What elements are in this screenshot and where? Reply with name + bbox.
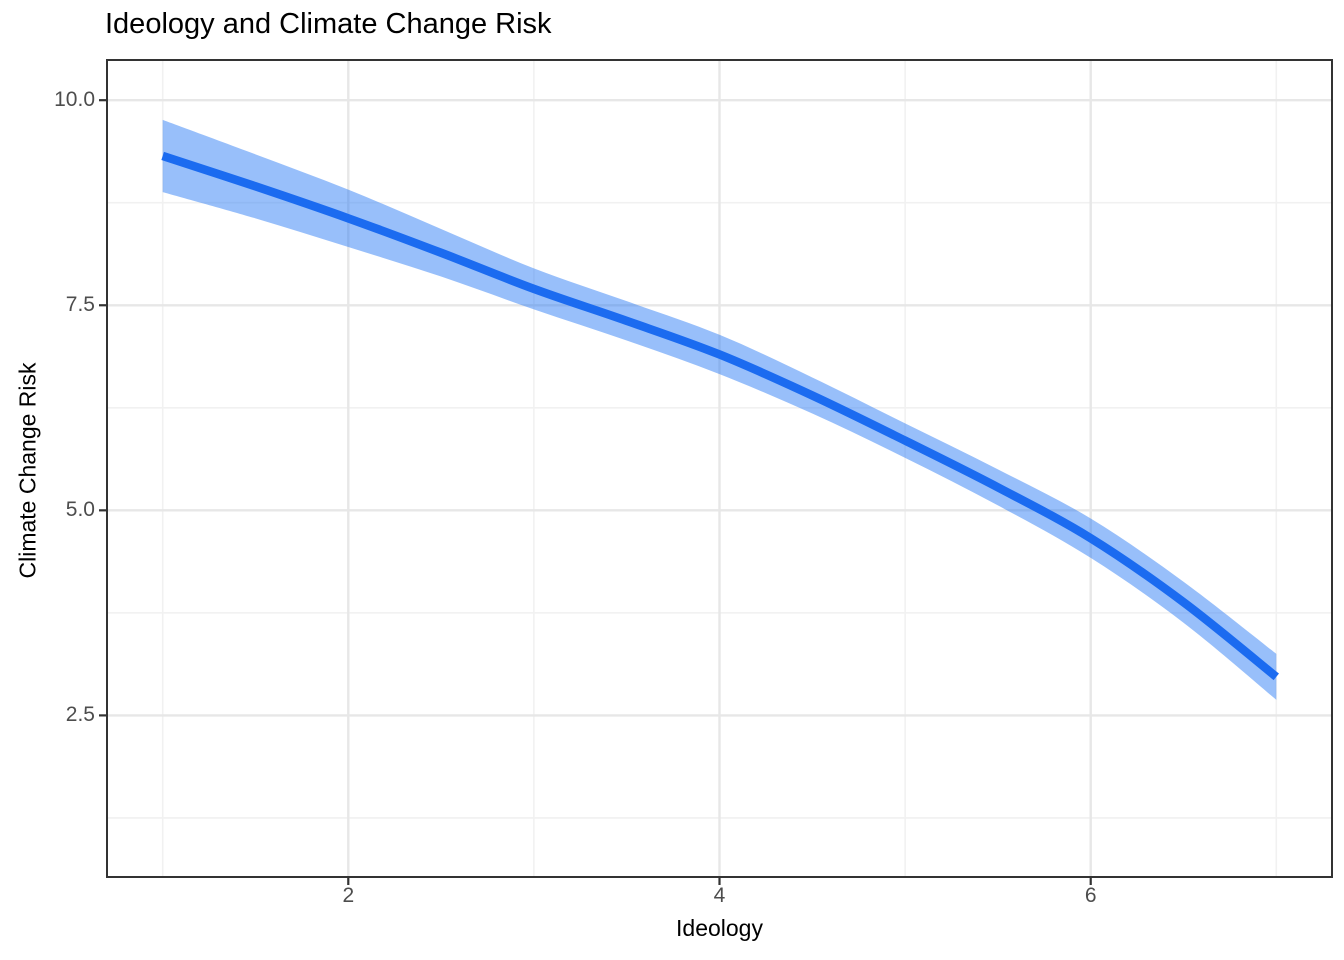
x-tick-label: 6 [1084, 884, 1097, 907]
y-tick-label: 10.0 [54, 88, 95, 112]
y-tick-label: 7.5 [65, 293, 95, 317]
y-tick-label: 2.5 [65, 703, 95, 727]
y-axis-title: Climate Change Risk [14, 362, 41, 579]
x-axis-title: Ideology [676, 915, 763, 941]
confidence-ribbon [162, 119, 1277, 700]
y-tick-label: 5.0 [65, 498, 95, 522]
chart-title: Ideology and Climate Change Risk [105, 8, 552, 40]
x-tick-label: 2 [342, 884, 355, 907]
smooth-line [161, 151, 1279, 681]
x-tick-label: 4 [713, 884, 726, 907]
